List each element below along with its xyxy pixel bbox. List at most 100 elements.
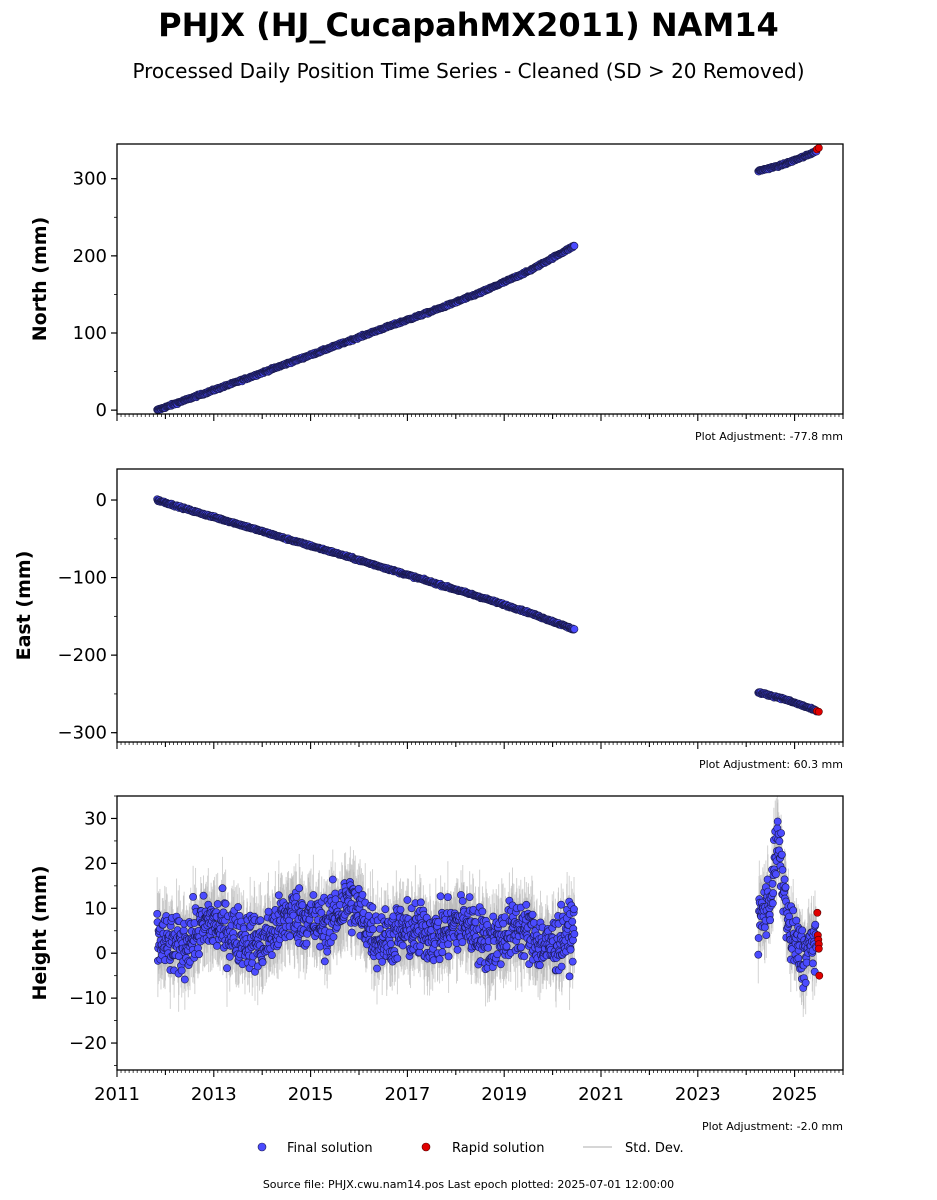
final-point [568, 957, 577, 966]
final-points [153, 817, 821, 992]
final-point [777, 829, 785, 837]
final-point [478, 907, 487, 916]
final-point [570, 625, 579, 633]
final-point [179, 926, 188, 935]
y-tick-label: −100 [58, 568, 107, 589]
final-point [298, 901, 307, 910]
panel-1: 0 100 200 300 North (mm) Plot Adjustment: -77… [29, 143, 844, 443]
final-point [789, 906, 798, 915]
plot-adjustment: Plot Adjustment: -77.8 mm [695, 430, 843, 443]
panels: 0 100 200 300 North (mm) Plot Adjustment: -77… [13, 143, 844, 1133]
final-point [375, 925, 384, 933]
final-point [565, 972, 574, 981]
final-point [354, 885, 363, 893]
final-point [762, 931, 771, 939]
final-point [199, 891, 208, 900]
final-point [775, 837, 784, 846]
final-point [274, 891, 283, 900]
final-point [434, 918, 443, 926]
final-point [773, 817, 782, 826]
final-point [223, 964, 231, 973]
final-point [766, 916, 774, 925]
chart-title: PHJX (HJ_CucapahMX2011) NAM14 [158, 6, 779, 44]
y-axis-label: East (mm) [13, 551, 35, 661]
final-point [264, 907, 273, 916]
final-point [403, 896, 412, 904]
final-points [153, 495, 821, 716]
final-point [435, 955, 444, 964]
final-point [502, 942, 511, 951]
y-tick-label: −300 [58, 723, 107, 744]
final-point [754, 950, 763, 959]
final-point [347, 928, 356, 937]
rapid-points [812, 144, 823, 154]
y-tick-label: 100 [73, 323, 107, 344]
final-point [458, 897, 467, 905]
final-point [213, 942, 221, 950]
plot-area [153, 495, 823, 716]
plot-adjustment: Plot Adjustment: 60.3 mm [699, 758, 843, 771]
final-point [769, 889, 778, 898]
final-points [153, 146, 821, 414]
final-point [570, 905, 578, 914]
final-point [499, 919, 508, 928]
final-point [295, 884, 304, 893]
final-point [453, 946, 462, 954]
final-point [218, 884, 227, 893]
final-point [557, 962, 566, 971]
final-point [777, 850, 786, 859]
final-point [256, 916, 265, 925]
final-point [302, 939, 311, 948]
final-point [331, 895, 340, 904]
stddev-bars [156, 796, 817, 1017]
final-point [444, 952, 453, 961]
rapid-point [814, 144, 823, 152]
final-point [177, 966, 186, 975]
final-point [522, 900, 531, 909]
final-point [496, 960, 505, 969]
final-point [754, 934, 763, 942]
panel-frame [116, 468, 844, 743]
plot-area [153, 796, 824, 1017]
final-point [398, 941, 407, 950]
final-point [373, 964, 381, 973]
final-point [320, 957, 329, 966]
final-point [535, 961, 544, 970]
y-tick-label: 200 [73, 246, 107, 267]
final-point [368, 903, 377, 912]
final-point [778, 866, 787, 874]
final-point [444, 940, 453, 949]
final-point [761, 923, 769, 932]
final-point [225, 952, 234, 961]
final-point [381, 905, 390, 914]
final-point [768, 879, 777, 888]
final-point [792, 916, 801, 925]
y-tick-label: 300 [73, 169, 107, 190]
final-point [396, 905, 405, 914]
rapid-points [812, 707, 823, 716]
final-point [465, 893, 474, 901]
final-point [570, 241, 579, 250]
final-point [153, 910, 162, 918]
final-point [566, 945, 575, 954]
final-point [386, 940, 395, 948]
y-axis-label: North (mm) [29, 217, 51, 342]
final-point [517, 943, 525, 952]
final-point [768, 899, 777, 908]
final-point [323, 947, 332, 956]
final-point [234, 903, 242, 911]
final-point [438, 948, 447, 957]
final-point [329, 933, 338, 941]
final-point [267, 951, 276, 959]
final-point [221, 899, 230, 908]
final-point [180, 975, 189, 984]
final-point [195, 950, 203, 959]
final-point [368, 925, 377, 934]
y-tick-label: 0 [96, 490, 107, 511]
final-point [393, 954, 402, 963]
final-point [484, 943, 492, 952]
final-point [416, 898, 425, 907]
final-point [292, 893, 301, 901]
